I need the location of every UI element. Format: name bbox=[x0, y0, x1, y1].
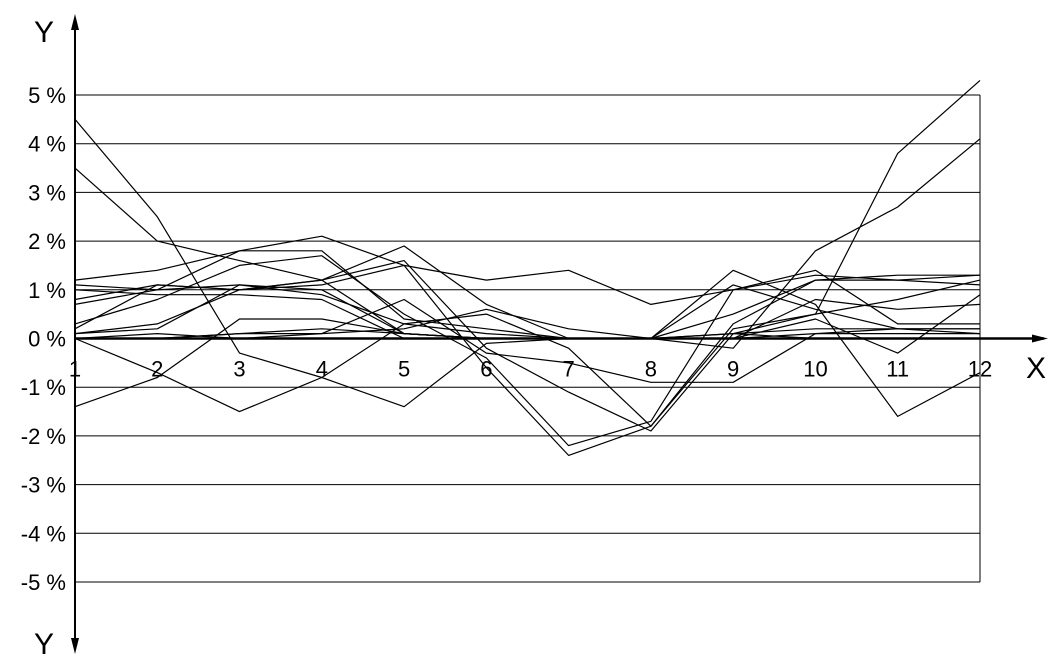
y-tick-label: 3 % bbox=[28, 180, 66, 205]
x-tick-label: 2 bbox=[151, 357, 163, 382]
tick-labels: 5 %4 %3 %2 %1 %0 %-1 %-2 %-3 %-4 %-5 %1 2… bbox=[21, 83, 992, 595]
series-line-5 bbox=[74, 250, 980, 340]
y-tick-label: 0 % bbox=[28, 327, 66, 352]
series-line-6 bbox=[74, 235, 980, 456]
y-axis-title-top: Y bbox=[34, 16, 54, 49]
y-tick-label: -1 % bbox=[21, 375, 66, 400]
y-tick-label: -2 % bbox=[21, 424, 66, 449]
y-tick-label: 5 % bbox=[28, 83, 66, 108]
series-line-14 bbox=[74, 264, 981, 305]
series-line-2 bbox=[74, 138, 981, 349]
x-tick-label: 7 bbox=[563, 357, 575, 382]
series-line-1 bbox=[74, 79, 981, 427]
y-tick-label: 4 % bbox=[28, 132, 66, 157]
x-tick-label: 6 bbox=[480, 357, 492, 382]
x-axis-arrow bbox=[1032, 334, 1048, 343]
y-axis-arrow-down bbox=[71, 638, 79, 654]
x-axis-title: X bbox=[1026, 352, 1046, 385]
series-line-13 bbox=[74, 284, 981, 340]
x-tick-label: 4 bbox=[316, 357, 328, 382]
y-axis-title-bottom: Y bbox=[34, 628, 54, 658]
series-line-11 bbox=[74, 260, 981, 432]
series-line-3 bbox=[74, 294, 981, 408]
y-tick-label: 2 % bbox=[28, 229, 66, 254]
series-line-8 bbox=[74, 245, 981, 340]
grid-lines bbox=[75, 94, 981, 583]
series-line-7 bbox=[74, 255, 980, 447]
x-tick-label: 11 bbox=[886, 357, 909, 382]
y-tick-label: 1 % bbox=[28, 278, 66, 303]
series-line-4 bbox=[74, 269, 981, 417]
y-axis-arrow-up bbox=[71, 14, 79, 30]
x-tick-label: 1 bbox=[69, 357, 81, 382]
series-lines bbox=[74, 79, 981, 456]
x-tick-label: 10 bbox=[803, 357, 827, 382]
x-tick-label: 3 bbox=[233, 357, 245, 382]
x-tick-label: 8 bbox=[645, 357, 657, 382]
x-tick-label: 5 bbox=[398, 357, 410, 382]
y-tick-label: -3 % bbox=[21, 473, 66, 498]
y-tick-label: -4 % bbox=[21, 521, 66, 546]
axes bbox=[71, 14, 1048, 654]
x-tick-label: 9 bbox=[727, 357, 739, 382]
y-tick-label: -5 % bbox=[21, 570, 66, 595]
x-tick-label: 12 bbox=[968, 357, 992, 382]
